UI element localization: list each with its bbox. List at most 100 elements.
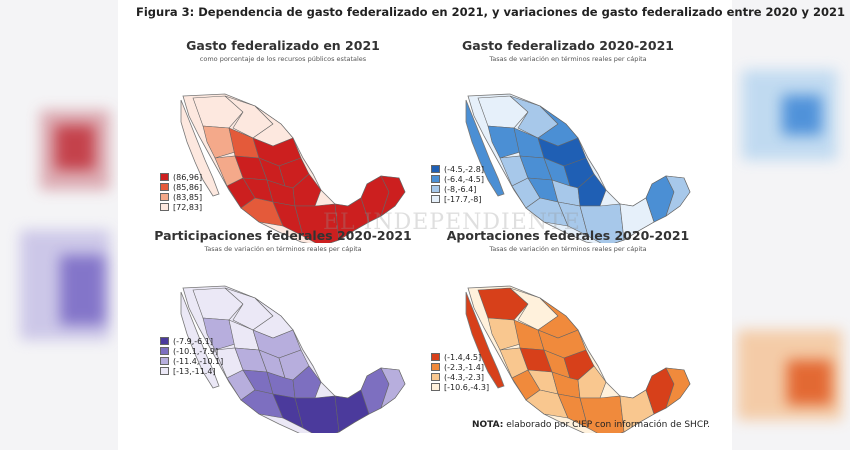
legend-swatch [431, 363, 440, 371]
legend-item: (-4.5,-2.8] [431, 164, 484, 174]
baja-california-peninsula [465, 291, 505, 389]
baja-california-peninsula [465, 99, 505, 197]
state-region [577, 365, 607, 399]
state-region [487, 125, 521, 159]
left-blurred-margin [0, 0, 118, 450]
figure: Figura 3: Dependencia de gasto federaliz… [118, 0, 845, 450]
right-blurred-margin [732, 0, 850, 450]
legend-item: (85,86] [160, 182, 202, 192]
map-subtitle: Tasas de variación en términos reales pe… [489, 55, 647, 63]
note-text: elaborado por CIEP con información de SH… [506, 420, 710, 430]
legend-item: (-10.1,-7.9] [160, 346, 223, 356]
legend-swatch [431, 353, 440, 361]
legend-swatch [431, 195, 440, 203]
figure-title: Figura 3: Dependencia de gasto federaliz… [136, 5, 846, 19]
map-subtitle: como porcentaje de los recursos públicos… [199, 55, 367, 63]
mexico-map [465, 285, 691, 433]
state-region [202, 317, 236, 351]
legend-label: (85,86] [173, 182, 203, 192]
legend-label: [-17.7,-8] [444, 194, 482, 204]
mexico-map [180, 93, 406, 243]
map-panel-participaciones: Participaciones federales 2020-2021 Tasa… [133, 228, 433, 433]
map-subtitle: Tasas de variación en términos reales pe… [489, 245, 647, 253]
legend-swatch [160, 193, 169, 201]
legend-item: [-13,-11.4] [160, 366, 223, 376]
map-legend: (-4.5,-2.8] (-6.4,-4.5] (-8,-6.4] [-17.7… [431, 164, 484, 204]
legend-label: (-1.4,4.5] [444, 352, 482, 362]
map-panel-gasto-2020-2021: Gasto federalizado 2020-2021 Tasas de va… [418, 38, 718, 243]
legend-item: (-4.3,-2.3] [431, 372, 489, 382]
note-label: NOTA: [472, 420, 504, 430]
state-region [240, 197, 284, 227]
legend-label: (-11.4,-10.1] [173, 356, 224, 366]
map-title: Aportaciones federales 2020-2021 [446, 228, 690, 243]
legend-item: (-2.3,-1.4] [431, 362, 489, 372]
legend-label: (86,96] [173, 172, 203, 182]
state-region [192, 95, 244, 129]
map-panel-aportaciones: Aportaciones federales 2020-2021 Tasas d… [418, 228, 718, 433]
legend-label: (-4.5,-2.8] [444, 164, 485, 174]
legend-item: (-11.4,-10.1] [160, 356, 223, 366]
state-region [240, 389, 284, 419]
state-region [292, 173, 322, 207]
state-region [380, 367, 406, 409]
legend-label: (-10.1,-7.9] [173, 346, 219, 356]
mexico-map [180, 285, 406, 433]
legend-swatch [431, 165, 440, 173]
legend-item: (-8,-6.4] [431, 184, 484, 194]
state-region [380, 175, 406, 217]
legend-item: [72,83] [160, 202, 202, 212]
state-region [202, 125, 236, 159]
state-region [665, 175, 691, 217]
mexico-map [465, 93, 691, 243]
legend-label: (-6.4,-4.5] [444, 174, 485, 184]
baja-california-peninsula [180, 291, 220, 389]
legend-swatch [431, 175, 440, 183]
legend-label: (-7.9,-6.1] [173, 336, 214, 346]
map-legend: (-7.9,-6.1] (-10.1,-7.9] (-11.4,-10.1] [… [160, 336, 223, 376]
legend-item: [-17.7,-8] [431, 194, 484, 204]
legend-swatch [431, 185, 440, 193]
baja-california-peninsula [180, 99, 220, 197]
state-region [577, 173, 607, 207]
state-region [525, 389, 569, 419]
legend-item: [-10.6,-4.3] [431, 382, 489, 392]
legend-label: (-4.3,-2.3] [444, 372, 485, 382]
legend-swatch [160, 173, 169, 181]
watermark: EL INDEPENDIENTE [323, 210, 581, 235]
state-region [477, 287, 529, 321]
legend-item: (-6.4,-4.5] [431, 174, 484, 184]
legend-item: (86,96] [160, 172, 202, 182]
map-title: Gasto federalizado en 2021 [186, 38, 380, 53]
map-panel-gasto-2021: Gasto federalizado en 2021 como porcenta… [133, 38, 433, 243]
legend-label: [-13,-11.4] [173, 366, 216, 376]
map-title: Participaciones federales 2020-2021 [154, 228, 412, 243]
legend-swatch [160, 183, 169, 191]
map-subtitle: Tasas de variación en términos reales pe… [204, 245, 362, 253]
legend-swatch [160, 367, 169, 375]
source-note: NOTA: elaborado por CIEP con información… [472, 420, 710, 430]
legend-label: (-2.3,-1.4] [444, 362, 485, 372]
state-region [525, 197, 569, 227]
legend-item: (-1.4,4.5] [431, 352, 489, 362]
state-region [477, 95, 529, 129]
state-region [292, 365, 322, 399]
state-region [665, 367, 691, 409]
legend-swatch [160, 347, 169, 355]
map-legend: (-1.4,4.5] (-2.3,-1.4] (-4.3,-2.3] [-10.… [431, 352, 489, 392]
legend-label: [72,83] [173, 202, 203, 212]
map-legend: (86,96] (85,86] (83,85] [72,83] [160, 172, 202, 212]
legend-swatch [160, 337, 169, 345]
legend-item: (-7.9,-6.1] [160, 336, 223, 346]
legend-label: (-8,-6.4] [444, 184, 477, 194]
legend-item: (83,85] [160, 192, 202, 202]
legend-swatch [160, 357, 169, 365]
legend-swatch [431, 373, 440, 381]
legend-swatch [431, 383, 440, 391]
legend-swatch [160, 203, 169, 211]
map-title: Gasto federalizado 2020-2021 [462, 38, 674, 53]
legend-label: (83,85] [173, 192, 203, 202]
state-region [192, 287, 244, 321]
legend-label: [-10.6,-4.3] [444, 382, 490, 392]
state-region [487, 317, 521, 351]
